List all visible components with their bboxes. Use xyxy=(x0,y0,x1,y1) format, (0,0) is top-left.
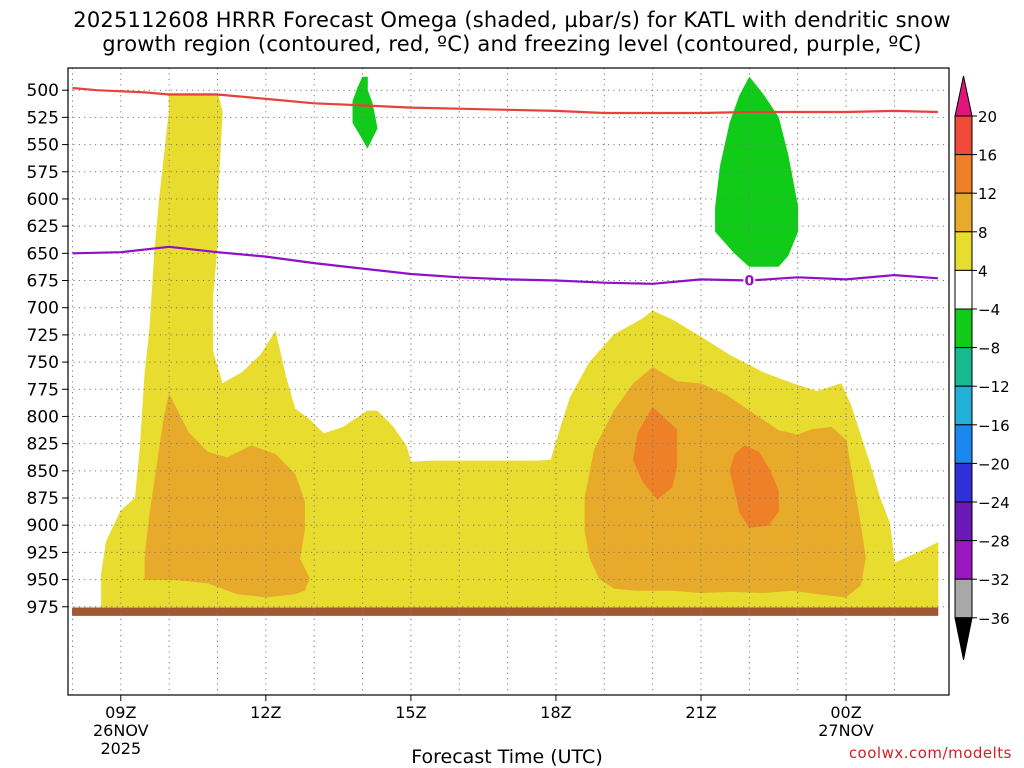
y-tick-label-875: 875 xyxy=(27,489,59,509)
x-tick-sublabel-09Z-1: 2025 xyxy=(100,739,141,758)
omega-shading xyxy=(72,76,939,616)
x-tick-label-15Z: 15Z xyxy=(395,703,426,722)
x-tick-label-00Z: 00Z xyxy=(830,703,861,722)
x-tick-sublabel-09Z-0: 26NOV xyxy=(93,721,149,740)
colorbar-label-6: −8 xyxy=(978,340,1000,358)
colorbar-label-1: 16 xyxy=(978,147,997,165)
omega-neg4-neg8-upper-a xyxy=(352,76,378,149)
colorbar-label-5: −4 xyxy=(978,301,1000,319)
colorbar-bin-16-20 xyxy=(954,115,973,156)
plot-frame xyxy=(67,67,950,696)
colorbar-label-9: −20 xyxy=(978,455,1010,473)
y-tick-label-575: 575 xyxy=(27,163,59,183)
colorbar-label-3: 8 xyxy=(978,224,988,242)
freezing-level-label: 0 xyxy=(744,274,754,290)
colorbar-bin--20--16 xyxy=(954,424,973,464)
y-tick-label-600: 600 xyxy=(27,190,59,210)
y-tick-label-550: 550 xyxy=(27,136,59,156)
x-tick-label-18Z: 18Z xyxy=(540,703,571,722)
colorbar-bin--24--20 xyxy=(954,462,973,503)
colorbar-extend-top xyxy=(954,75,973,117)
colorbar-extend-bottom xyxy=(954,617,973,660)
y-tick-label-825: 825 xyxy=(27,435,59,455)
colorbar-label-12: −32 xyxy=(978,571,1010,589)
contour-lines: 0 xyxy=(72,86,938,290)
y-tick-label-850: 850 xyxy=(27,462,59,482)
y-tick-label-800: 800 xyxy=(27,407,59,427)
omega-8-12-left xyxy=(144,394,310,598)
y-tick-label-525: 525 xyxy=(27,108,59,128)
colorbar-bin--4-4 xyxy=(954,269,973,310)
dendritic-snow-growth-region-line xyxy=(72,86,938,115)
colorbar-bin--16--12 xyxy=(954,385,973,426)
colorbar-label-2: 12 xyxy=(978,185,997,203)
freezing-level-line xyxy=(72,245,938,285)
colorbar-label-7: −12 xyxy=(978,378,1010,396)
x-tick-sublabel-00Z-0: 27NOV xyxy=(818,721,874,740)
colorbar-label-13: −36 xyxy=(978,610,1010,628)
x-tick-label-09Z: 09Z xyxy=(105,703,136,722)
omega-12-16-core-a xyxy=(632,407,678,500)
colorbar-label-11: −28 xyxy=(978,533,1010,551)
chart-title-line-2: growth region (contoured, red, ºC) and f… xyxy=(102,32,922,56)
colorbar-bin-4-8 xyxy=(954,231,973,271)
ground-surface xyxy=(72,607,939,616)
colorbar-label-4: 4 xyxy=(978,262,988,280)
gridlines xyxy=(68,68,949,695)
x-axis-title: Forecast Time (UTC) xyxy=(0,746,1024,768)
colorbar-bin-12-16 xyxy=(954,154,973,194)
colorbar-label-0: 20 xyxy=(978,108,997,126)
colorbar-label-8: −16 xyxy=(978,417,1010,435)
y-tick-label-925: 925 xyxy=(27,543,59,563)
y-tick-label-900: 900 xyxy=(27,516,59,536)
y-tick-label-675: 675 xyxy=(27,272,59,292)
freezing-level-label-bg xyxy=(743,272,756,289)
colorbar-bin--12--8 xyxy=(954,347,973,387)
colorbar-bin--36--32 xyxy=(954,578,973,619)
colorbar-label-10: −24 xyxy=(978,494,1010,512)
y-tick-label-650: 650 xyxy=(27,244,59,264)
y-axis: 500 525 550 575 600 625 650 675 700 725 750 775 800 8… xyxy=(27,81,68,618)
x-tick-label-12Z: 12Z xyxy=(250,703,281,722)
omega-neg4-neg8-upper-b xyxy=(715,76,799,267)
x-tick-label-21Z: 21Z xyxy=(685,703,716,722)
colorbar-bin--28--24 xyxy=(954,501,973,542)
chart-title-line-1: 2025112608 HRRR Forecast Omega (shaded, … xyxy=(73,8,951,32)
credit-text: coolwx.com/modelts xyxy=(848,744,1012,762)
y-tick-label-625: 625 xyxy=(27,217,59,237)
omega-12-16-core-b xyxy=(729,445,779,528)
colorbar-bin-8-12 xyxy=(954,192,973,233)
colorbar: 20 16 12 8 4 −4 −8 −12 −16 −20 −24 −28 −32 −36 xyxy=(954,75,1010,660)
chart-title: 2025112608 HRRR Forecast Omega (shaded, … xyxy=(0,8,1024,56)
x-axis-title-text: Forecast Time (UTC) xyxy=(411,746,603,768)
y-tick-label-700: 700 xyxy=(27,299,59,319)
colorbar-bin--32--28 xyxy=(954,540,973,580)
y-tick-label-725: 725 xyxy=(27,326,59,346)
y-tick-label-975: 975 xyxy=(27,598,59,618)
colorbar-bin--8--4 xyxy=(954,308,973,349)
y-tick-label-500: 500 xyxy=(27,81,59,101)
y-tick-label-750: 750 xyxy=(27,353,59,373)
y-tick-label-950: 950 xyxy=(27,571,59,591)
y-tick-label-775: 775 xyxy=(27,380,59,400)
